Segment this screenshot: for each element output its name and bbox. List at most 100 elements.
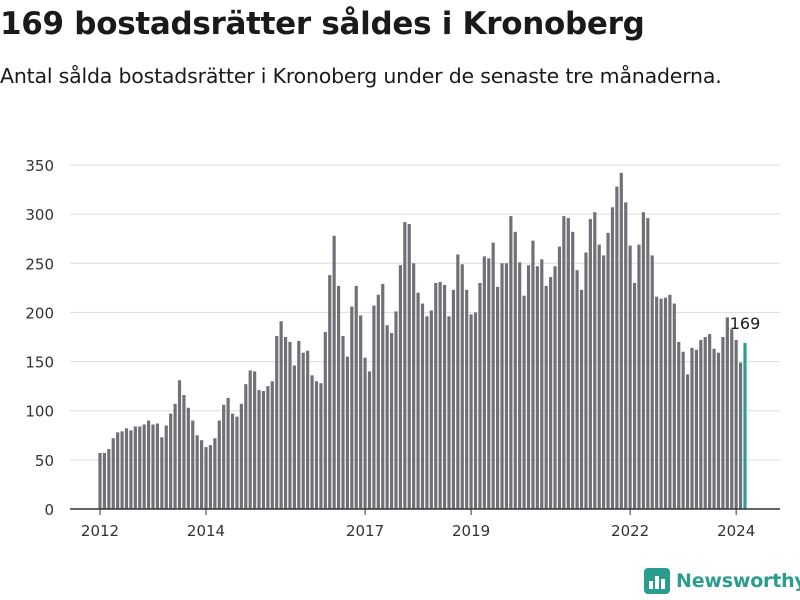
- bar: [699, 339, 703, 509]
- bar: [367, 371, 372, 509]
- bar: [655, 296, 659, 509]
- bar: [531, 240, 535, 509]
- bar: [359, 315, 363, 509]
- bar: [186, 407, 190, 509]
- bar: [376, 294, 380, 509]
- y-tick-label: 300: [25, 206, 54, 224]
- bar: [584, 252, 588, 509]
- bar: [685, 374, 690, 509]
- bar: [681, 351, 685, 509]
- bar: [496, 286, 500, 509]
- bar: [155, 423, 160, 509]
- bar: [708, 334, 712, 509]
- bar: [602, 255, 606, 509]
- chart-subtitle: Antal sålda bostadsrätter i Kronoberg un…: [0, 64, 722, 88]
- bar: [129, 430, 133, 509]
- bar: [668, 294, 672, 509]
- y-tick-label: 250: [25, 255, 54, 273]
- bar: [416, 292, 420, 509]
- y-tick-label: 50: [35, 452, 54, 470]
- bar: [434, 282, 438, 509]
- bar: [261, 391, 266, 509]
- bar: [632, 282, 637, 509]
- bar: [253, 371, 257, 509]
- annotations: 169: [730, 314, 761, 333]
- bar: [429, 310, 433, 509]
- bar: [650, 255, 654, 509]
- bar: [659, 298, 663, 509]
- bar: [460, 264, 464, 509]
- bar: [200, 440, 204, 509]
- bar: [328, 275, 332, 509]
- bar: [142, 424, 146, 509]
- bar: [646, 218, 650, 509]
- bar: [239, 403, 243, 509]
- y-tick-label: 100: [25, 403, 54, 421]
- bar: [500, 263, 504, 509]
- bar: [593, 212, 597, 510]
- bar: [164, 425, 168, 509]
- bar: [509, 216, 513, 509]
- bar: [535, 266, 539, 509]
- y-axis-ticks: 0 50 100 150 200 250 300 350: [25, 157, 54, 519]
- newsworthy-logo[interactable]: Newsworthy: [644, 568, 800, 594]
- bar: [288, 341, 292, 509]
- bar: [624, 202, 628, 509]
- bar: [482, 256, 486, 509]
- highlighted-bar: [743, 342, 747, 509]
- bar: [133, 426, 137, 509]
- bar: [120, 431, 124, 509]
- bar: [451, 289, 456, 509]
- bar: [588, 219, 592, 510]
- brand-name: Newsworthy: [676, 570, 800, 592]
- bar: [398, 265, 403, 509]
- bar: [571, 231, 575, 509]
- bar: [381, 283, 385, 509]
- x-tick-label: 2024: [717, 522, 755, 540]
- bar: [425, 316, 429, 509]
- bar: [606, 232, 610, 509]
- bar: [694, 349, 698, 509]
- bar: [217, 420, 221, 509]
- bar: [244, 384, 248, 509]
- bar: [248, 370, 252, 509]
- bar: [403, 222, 407, 509]
- bar: [266, 386, 270, 509]
- bar: [310, 375, 314, 509]
- bar: [323, 332, 327, 509]
- bar: [610, 207, 615, 509]
- bar: [345, 356, 349, 509]
- bar: [703, 337, 707, 509]
- bar: [734, 339, 738, 509]
- bar: [407, 223, 411, 509]
- bar: [116, 432, 120, 509]
- bar: [111, 438, 115, 509]
- bar: [615, 186, 619, 509]
- x-axis-ticks: 2012 2014 2017 2019 2022 2024: [81, 509, 755, 540]
- bar: [332, 235, 336, 509]
- bar: [275, 336, 279, 509]
- bar: [169, 413, 173, 509]
- bar: [292, 365, 296, 509]
- bar: [107, 449, 111, 509]
- bar: [738, 362, 743, 509]
- bar: [575, 270, 579, 509]
- bar: [270, 381, 274, 509]
- bar: [672, 303, 676, 509]
- chart-title: 169 bostadsrätter såldes i Kronoberg: [0, 6, 645, 42]
- bar: [473, 312, 478, 509]
- bar: [447, 316, 451, 509]
- bar: [222, 404, 226, 509]
- y-tick-label: 200: [25, 304, 54, 322]
- bar: [177, 380, 182, 509]
- bar: [716, 352, 721, 509]
- bar: [518, 262, 522, 509]
- bar: [663, 297, 668, 509]
- x-tick-label: 2022: [611, 522, 649, 540]
- bar: [173, 403, 177, 509]
- bar: [195, 435, 199, 509]
- bar: [438, 281, 442, 509]
- bar: [319, 383, 323, 509]
- bar: [557, 246, 562, 509]
- bar: [138, 426, 142, 509]
